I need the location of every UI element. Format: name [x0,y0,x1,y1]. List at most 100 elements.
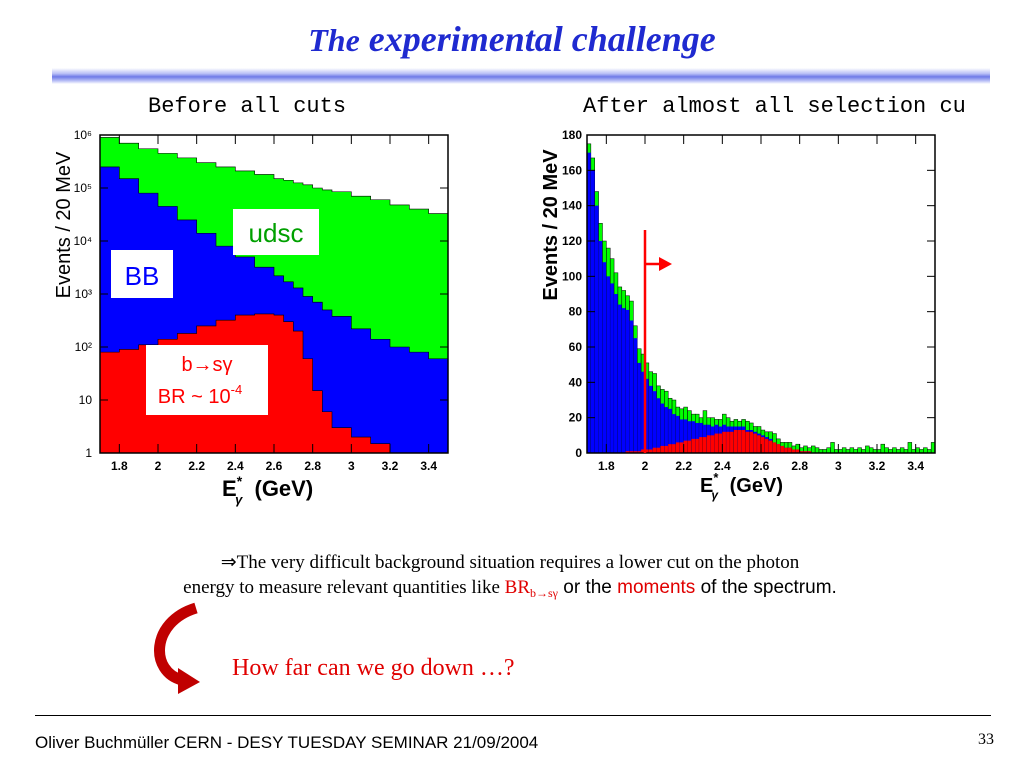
bsg-bar [764,438,769,453]
right-y-tick-label: 100 [562,269,582,283]
title-rest: experimental challenge [368,19,716,59]
br-main: BR [504,577,531,598]
bsg-bar [710,435,715,453]
udsc-bar [884,447,889,454]
bsg-bar [648,449,653,453]
bsg-bar [668,444,673,453]
bb-bar [687,421,692,453]
bsg-bar [625,451,630,453]
bsg-bar [761,437,765,453]
bsg-bar [791,449,796,453]
bsg-bar [807,451,812,453]
udsc-bar [869,447,874,454]
page-number: 33 [978,731,994,748]
left-x-tick-label: 2.2 [188,459,205,473]
bsg-bar [768,440,773,453]
bsg-label-box [146,345,268,415]
br-text: BRb→sγ [504,577,558,600]
left-y-tick-label: 10³ [75,287,92,301]
bsg-bar [672,444,676,453]
bb-bar [633,338,638,453]
bb-bar [656,398,661,453]
bsg-bar [745,431,750,453]
right-x-tick-label: 2.4 [714,459,731,473]
bb-bar [625,309,630,453]
bsg-bar [687,440,692,453]
left-x-tick-label: 2.4 [227,459,244,473]
udsc-bar [811,445,816,454]
cut-arrow-icon [659,257,672,271]
bsg-bar [633,451,638,453]
bsg-bar [722,431,727,453]
bsg-label-line2: BR ~ 10-4 [158,382,242,408]
body-text-line1: ⇒The very difficult background situation… [220,552,800,573]
bsg-bar [757,435,761,453]
right-y-tick-label: 140 [562,199,582,213]
bsg-bar [679,442,684,453]
bb-bar [675,415,680,453]
bsg-bar [695,438,700,453]
line2-part-a: energy to measure relevant quantities li… [183,577,505,598]
left-y-tick-label: 1 [85,446,92,460]
bsg-bar [788,447,792,453]
left-x-tick-label: 2.6 [266,459,283,473]
udsc-bar [814,447,820,454]
bsg-bar [741,430,746,453]
line2-part-c: or the [558,577,618,598]
bb-bar [614,294,618,453]
left-y-tick-label: 10⁴ [73,234,92,248]
bsg-bar [664,445,669,453]
right-y-tick-label: 20 [569,411,583,425]
title-underline-bar [52,68,990,84]
udsc-bar [830,442,835,454]
moments-text: moments [617,577,696,598]
footer-rule [35,715,991,716]
udsc-label: udsc [249,218,304,248]
bsg-bar [795,449,800,453]
bb-bar [664,407,669,453]
bsg-bar [799,451,804,453]
right-y-tick-label: 120 [562,234,582,248]
right-y-tick-label: 0 [575,446,582,460]
right-ticks [587,134,935,454]
left-y-tick-label: 10² [75,340,92,354]
right-x-tick-label: 3.4 [907,459,924,473]
bsg-bar [776,444,781,453]
bsg-bar [784,447,789,453]
bb-bar [645,378,649,453]
bsg-bar [703,437,707,453]
bb-bar [629,320,634,453]
bsg-bar [691,438,696,453]
left-x-tick-label: 3.4 [420,459,437,473]
left-x-axis-label: E* γ (GeV) [222,473,313,507]
bsg-bar [683,440,688,453]
right-chart: 0 20 40 60 80 100 120 140 160 180 1.8 2 2.2 2.4 2.6 2.… [540,128,936,502]
left-chart: 1 10 10² 10³ 10⁴ 10⁵ 10⁶ 1.8 2 2.2 2.4 2.6 2.8 3 3.2 3… [53,128,449,507]
bb-bar [606,276,611,453]
right-x-axis-label: E* γ (GeV) [700,470,783,502]
bb-bar [668,408,673,453]
bsg-bar [706,435,711,453]
right-x-tick-label: 2 [642,459,649,473]
udsc-bar [915,447,920,454]
bsg-br-exponent: -4 [231,382,243,397]
udsc-bar [826,447,831,454]
bsg-bar [749,431,754,453]
right-x-tick-label: 3 [835,459,842,473]
right-y-tick-label: 60 [569,340,583,354]
caption-after-cuts: After almost all selection cu [583,94,966,119]
left-x-tick-label: 1.8 [111,459,128,473]
bsg-bar [714,433,719,453]
left-y-tick-label: 10 [79,393,93,407]
left-y-tick-label: 10⁶ [74,128,92,142]
left-y-tick-labels: 1 10 10² 10³ 10⁴ 10⁵ 10⁶ [73,128,92,460]
bsg-bar [733,430,738,453]
bsg-label-line1: b→sγ [181,354,232,376]
udsc-bar [907,442,913,454]
bb-bar [660,403,665,453]
bsg-bar [645,449,649,453]
bb-bar [691,421,696,453]
line2-part-d: of the spectrum. [695,577,837,598]
right-x-tick-label: 2.6 [753,459,770,473]
